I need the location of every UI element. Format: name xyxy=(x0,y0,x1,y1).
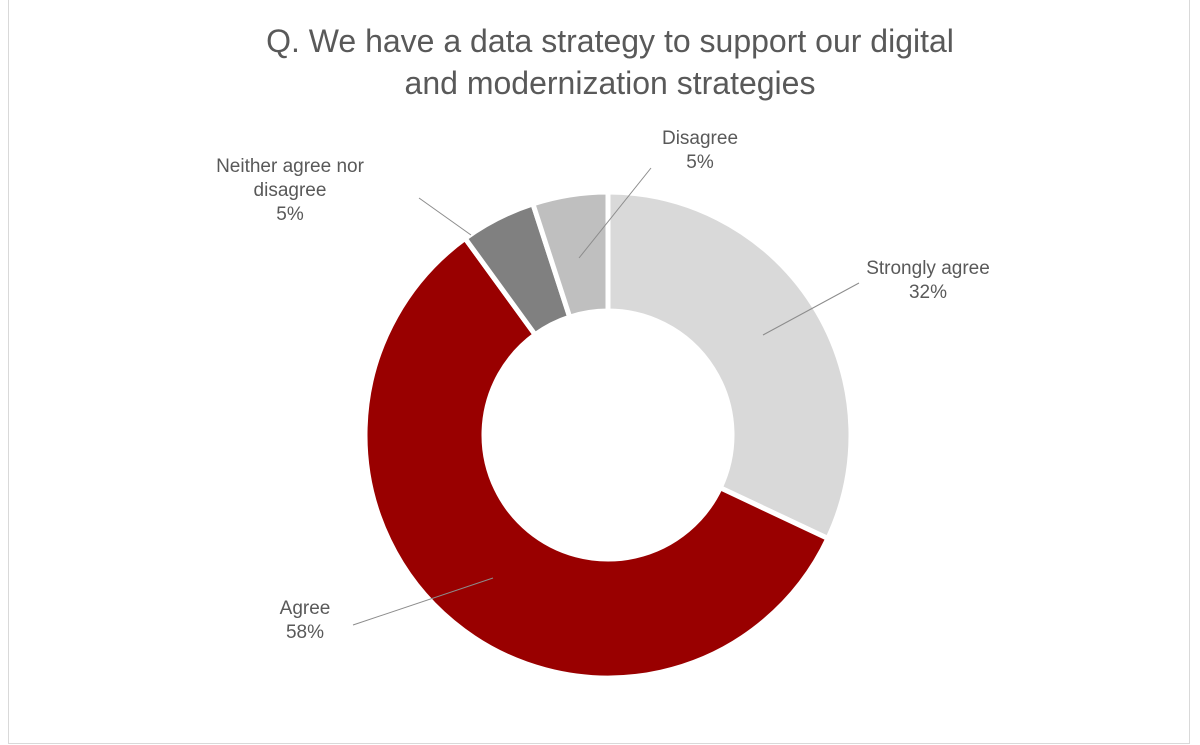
data-label: Disagree 5% xyxy=(662,127,738,175)
chart-frame xyxy=(8,0,1190,744)
donut-slice xyxy=(362,234,832,681)
category-label: Strongly agree xyxy=(866,258,990,279)
chart xyxy=(352,167,860,681)
donut-slice xyxy=(605,189,854,542)
category-label: Agree xyxy=(279,598,331,619)
value-label: 32% xyxy=(908,282,948,303)
category-label: Disagree xyxy=(661,128,739,149)
data-label: Agree 58% xyxy=(280,597,331,645)
category-label: Neither agree nor disagree xyxy=(216,156,364,201)
leader-line xyxy=(352,577,494,626)
donut-slice xyxy=(529,189,611,321)
value-label: 58% xyxy=(285,622,325,643)
value-label: 5% xyxy=(686,152,714,173)
leader-line xyxy=(578,167,652,259)
chart-title: Q. We have a data strategy to support ou… xyxy=(266,23,954,101)
leader-line xyxy=(762,282,860,336)
data-label: Strongly agree 32% xyxy=(866,257,990,305)
data-label: Neither agree nor disagree 5% xyxy=(205,155,375,227)
leader-line xyxy=(418,197,472,236)
value-label: 5% xyxy=(276,204,304,225)
